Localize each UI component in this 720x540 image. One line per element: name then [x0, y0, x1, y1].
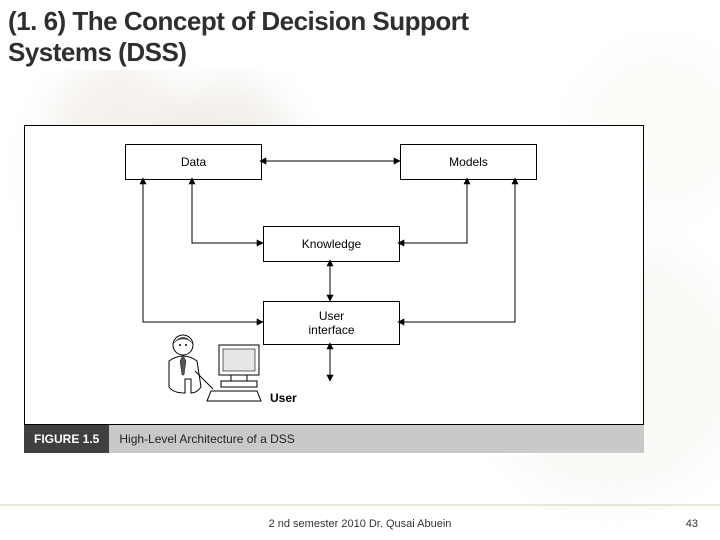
- page-title-line2: Systems (DSS): [8, 37, 469, 68]
- footer-center: 2 nd semester 2010 Dr. Qusai Abuein: [0, 518, 720, 530]
- node-user-interface: User interface: [263, 301, 400, 345]
- node-models: Models: [400, 144, 537, 180]
- figure-caption-label: FIGURE 1.5: [24, 425, 109, 453]
- user-icon: [161, 331, 265, 415]
- page-title: (1. 6) The Concept of Decision Support S…: [6, 4, 475, 70]
- footer-page-number: 43: [686, 518, 698, 530]
- node-data: Data: [125, 144, 262, 180]
- figure-caption: FIGURE 1.5 High-Level Architecture of a …: [24, 425, 644, 453]
- figure-caption-text: High-Level Architecture of a DSS: [109, 425, 644, 453]
- diagram-arrows: [25, 126, 645, 426]
- user-label: User: [270, 391, 297, 405]
- footer-divider: [0, 504, 720, 506]
- node-knowledge: Knowledge: [263, 226, 400, 262]
- page-title-line1: (1. 6) The Concept of Decision Support: [8, 6, 469, 37]
- figure-frame: Data Models Knowledge User interface Use…: [24, 125, 644, 455]
- diagram-area: Data Models Knowledge User interface Use…: [24, 125, 644, 425]
